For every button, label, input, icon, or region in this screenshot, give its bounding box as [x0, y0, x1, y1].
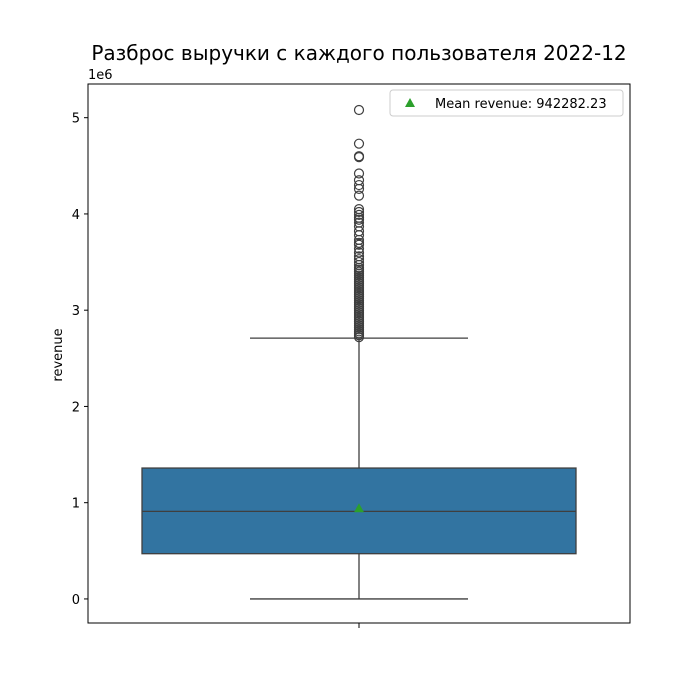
outlier-point	[353, 209, 365, 220]
outlier-point	[353, 256, 365, 268]
y-tick-label: 1	[72, 497, 80, 512]
outlier-point	[353, 104, 365, 116]
outlier-point	[353, 217, 365, 228]
legend: Mean revenue: 942282.23	[389, 89, 624, 117]
outlier-point	[353, 254, 365, 265]
outlier-point	[353, 190, 365, 201]
y-axis-label: revenue	[51, 328, 66, 381]
outlier-point	[353, 168, 365, 179]
outlier-point	[353, 138, 365, 149]
legend-mean-marker	[405, 98, 415, 107]
legend-label: Mean revenue: 942282.23	[435, 97, 607, 112]
y-tick-label: 5	[72, 112, 80, 127]
y-tick-label: 4	[72, 208, 80, 223]
outlier-point	[353, 206, 365, 218]
plot-area: 0 1 2 3 4 5	[72, 83, 631, 628]
outlier-point	[353, 179, 365, 191]
y-tick-label: 2	[72, 400, 80, 415]
mean-marker	[354, 503, 364, 513]
chart-title: Разброс выручки с каждого пользователя 2…	[91, 41, 626, 65]
y-axis-offset-label: 1e6	[88, 68, 113, 83]
outlier-point	[353, 151, 365, 162]
legend-box	[389, 89, 624, 117]
y-tick-label: 0	[72, 593, 80, 608]
outlier-point	[353, 247, 365, 258]
outlier-point	[353, 251, 365, 262]
y-tick-label: 3	[72, 304, 80, 319]
outlier-point	[353, 175, 365, 186]
outlier-point	[353, 237, 365, 248]
outlier-point	[353, 204, 365, 215]
